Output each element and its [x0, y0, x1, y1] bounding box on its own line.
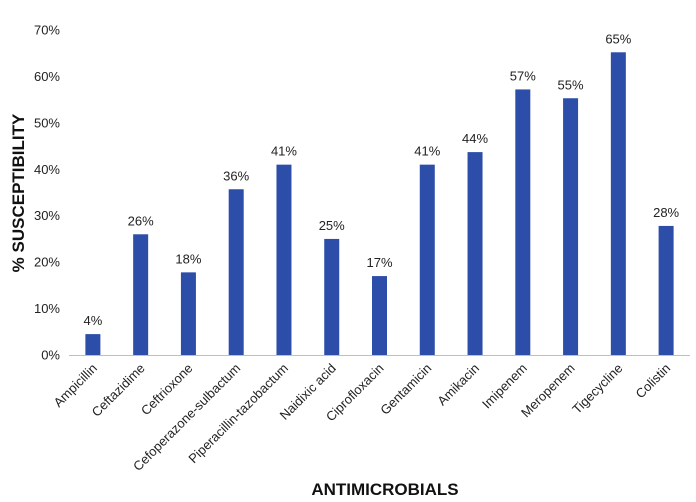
x-axis-ticks: AmpicillinCeftazidimeCeftrioxoneCefopera…	[51, 361, 674, 474]
bar	[658, 225, 674, 355]
y-tick-label: 40%	[34, 162, 60, 177]
data-label: 28%	[653, 205, 679, 220]
bar	[467, 152, 483, 355]
data-label: 41%	[271, 144, 297, 159]
y-tick-label: 50%	[34, 115, 60, 130]
data-label: 4%	[83, 313, 102, 328]
bar	[419, 164, 435, 355]
bar	[324, 238, 340, 355]
x-axis-title: ANTIMICROBIALS	[311, 480, 458, 499]
data-label: 18%	[175, 251, 201, 266]
x-tick-label: Ampicillin	[51, 361, 100, 410]
y-tick-label: 60%	[34, 69, 60, 84]
data-label: 17%	[366, 255, 392, 270]
y-tick-label: 20%	[34, 255, 60, 270]
y-tick-label: 30%	[34, 208, 60, 223]
bar	[372, 276, 387, 355]
y-tick-label: 70%	[34, 23, 60, 38]
x-tick-label: Gentamicin	[377, 361, 434, 418]
y-axis-title: % SUSCEPTIBILITY	[9, 113, 28, 272]
bar	[85, 334, 101, 355]
bar	[133, 234, 149, 355]
data-label: 57%	[510, 68, 536, 83]
data-label: 65%	[605, 31, 631, 46]
bar	[276, 164, 292, 355]
data-label: 36%	[223, 168, 249, 183]
data-label: 25%	[319, 218, 345, 233]
y-tick-label: 0%	[41, 348, 60, 363]
bar	[563, 98, 579, 355]
y-tick-label: 10%	[34, 301, 60, 316]
x-tick-label: Amikacin	[434, 361, 482, 409]
x-tick-label: Imipenem	[479, 361, 530, 412]
bar	[610, 52, 626, 356]
y-axis-ticks: 0% 10% 20% 30% 40% 50% 60% 70%	[34, 23, 60, 363]
bar	[228, 189, 244, 355]
bar	[515, 89, 531, 355]
data-label: 41%	[414, 144, 440, 159]
data-label: 55%	[558, 77, 584, 92]
bars	[85, 52, 674, 356]
x-tick-label: Colistin	[632, 361, 673, 402]
data-label: 44%	[462, 131, 488, 146]
x-tick-label: Tigecycline	[569, 361, 625, 417]
data-labels: 4% 26% 18% 36% 41% 25% 17% 41% 44% 57% 55% 65% 28%	[83, 31, 679, 328]
data-label: 26%	[128, 213, 154, 228]
bar	[180, 272, 196, 355]
x-tick-label: Piperacillin-tazobactum	[185, 361, 291, 467]
